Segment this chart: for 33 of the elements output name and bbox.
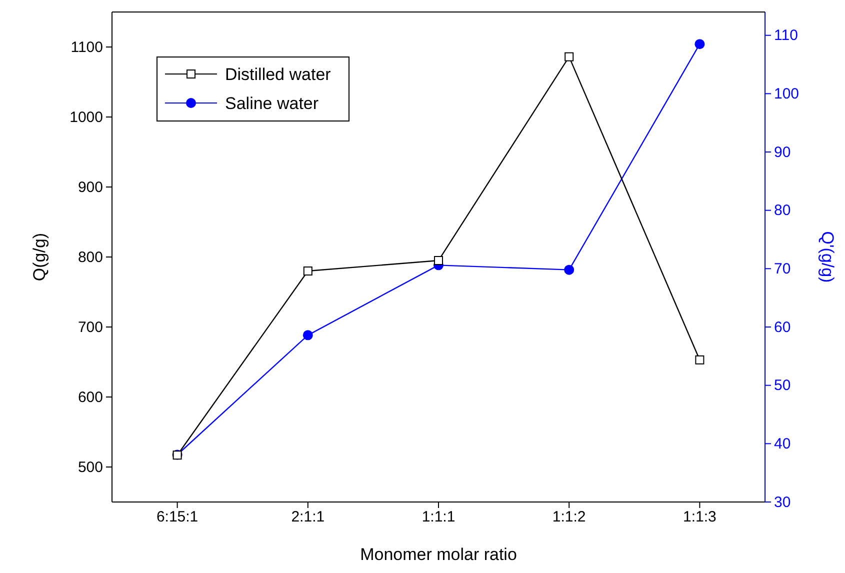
y2-tick-label: 60 xyxy=(774,318,791,336)
y2-axis-title: Q'(g/g) xyxy=(818,231,837,283)
y-tick-label: 500 xyxy=(78,458,103,476)
y-axis-title: Q(g/g) xyxy=(30,232,49,282)
y2-tick-label: 70 xyxy=(774,260,791,278)
y2-tick-label: 80 xyxy=(774,202,791,220)
x-tick-label: 2:1:1 xyxy=(291,508,325,526)
x-tick-label: 6:15:1 xyxy=(156,508,198,526)
y-tick-label: 900 xyxy=(78,178,103,196)
y-tick-label: 1000 xyxy=(70,108,103,126)
y-tick-label: 800 xyxy=(78,248,103,266)
legend-label: Saline water xyxy=(225,94,319,113)
x-axis-title: Monomer molar ratio xyxy=(360,545,517,564)
x-tick-label: 1:1:2 xyxy=(552,508,586,526)
point xyxy=(694,39,705,50)
point xyxy=(564,52,574,62)
y2-tick-label: 110 xyxy=(774,27,798,44)
y-tick-label: 600 xyxy=(78,388,103,406)
y2-tick-label: 50 xyxy=(774,377,791,394)
legend-label: Distilled water xyxy=(225,65,332,84)
point xyxy=(302,330,313,340)
y2-tick-label: 100 xyxy=(774,85,800,102)
y-tick-label: 1100 xyxy=(70,38,103,56)
y-tick-label: 700 xyxy=(78,318,103,336)
y2-tick-label: 90 xyxy=(774,144,791,161)
point xyxy=(564,264,574,275)
y2-tick-label: 40 xyxy=(774,435,791,452)
x-tick-label: 1:1:1 xyxy=(422,508,456,526)
x-tick-label: 1:1:3 xyxy=(683,508,716,526)
point xyxy=(695,355,704,364)
y2-tick-label: 30 xyxy=(774,494,791,511)
point xyxy=(303,266,312,276)
point xyxy=(434,256,443,265)
